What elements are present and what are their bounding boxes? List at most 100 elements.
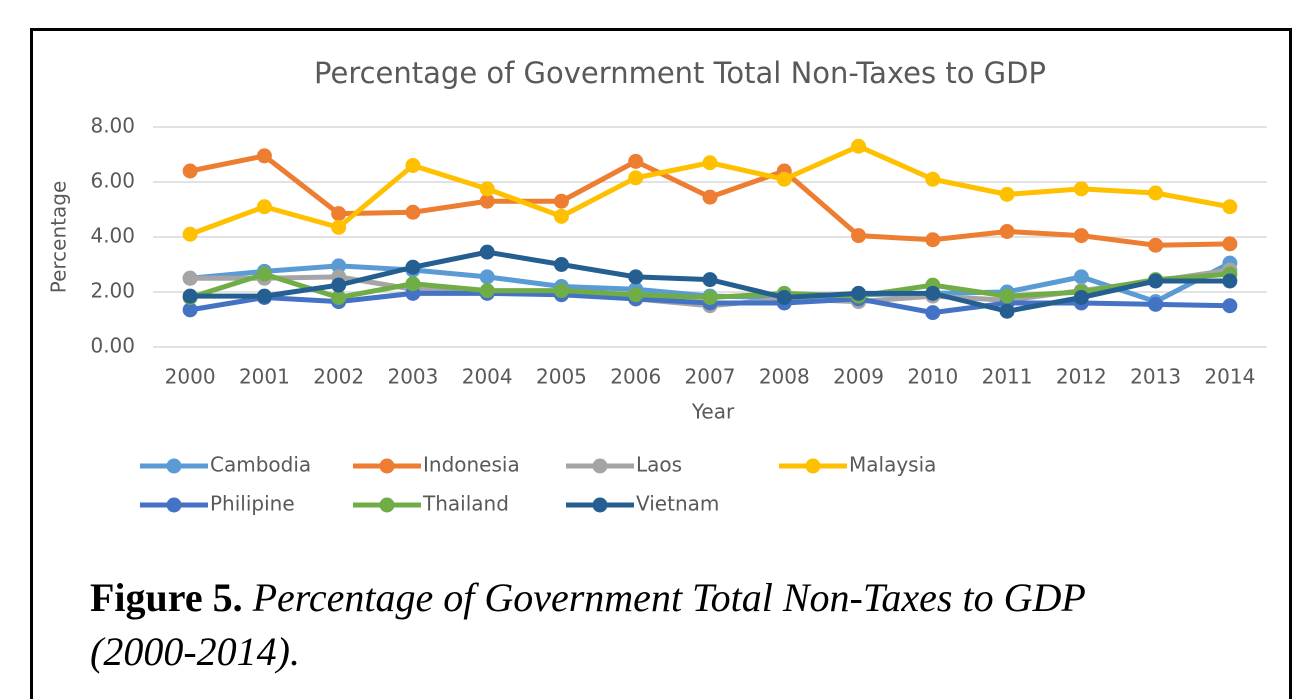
caption: Figure 5. Percentage of Government Total… [90,574,1086,621]
point [182,226,198,242]
point [1073,228,1089,244]
point [331,277,347,293]
legend-label: Laos [636,453,682,477]
legend-label: Indonesia [423,453,520,477]
legend-label: Vietnam [636,492,719,516]
point [1148,296,1164,312]
point [851,228,867,244]
figure-frame [30,28,1292,699]
point [999,224,1015,239]
x-axis-label: Year [691,400,735,424]
x-tick-label: 2009 [833,365,884,389]
x-tick-label: 2001 [239,365,290,389]
point [331,219,347,235]
y-tick-label: 0.00 [90,334,135,358]
point [628,269,644,285]
x-tick-label: 2002 [313,365,364,389]
y-axis-label: Percentage [47,181,71,294]
caption-text: Percentage of Government Total Non-Taxes… [252,575,1086,620]
point [702,272,718,288]
y-tick-label: 8.00 [90,114,135,138]
point [702,155,718,171]
legend-label: Malaysia [849,453,936,477]
caption-line: (2000-2014). [90,628,300,675]
chart: Percentage of Government Total Non-Taxes… [47,56,1267,516]
point [1073,269,1089,285]
point [1222,298,1238,314]
point [1222,236,1238,252]
point [776,290,792,305]
point [776,171,792,187]
point [628,287,644,303]
point [182,302,198,318]
point [479,244,495,260]
legend-marker [592,458,608,474]
point [182,270,198,286]
point [479,269,495,285]
point [331,290,347,305]
point [553,193,569,209]
x-tick-label: 2010 [907,365,958,389]
point [405,204,421,220]
legend-label: Cambodia [210,453,311,477]
point [256,266,272,282]
point [999,186,1015,202]
point [628,170,644,186]
point [182,288,198,304]
point [1073,181,1089,197]
x-tick-label: 2008 [759,365,810,389]
y-tick-label: 2.00 [90,279,135,303]
point [702,290,718,305]
legend-label: Philipine [210,492,295,516]
point [1222,199,1238,215]
x-tick-label: 2006 [610,365,661,389]
x-tick-label: 2003 [387,365,438,389]
point [479,193,495,209]
legend-marker [805,458,821,474]
point [925,305,941,321]
y-tick-label: 4.00 [90,224,135,248]
legend-marker [592,497,608,513]
point [256,288,272,304]
point [999,303,1015,319]
point [628,153,644,169]
point [331,206,347,222]
caption-text: (2000-2014). [90,629,300,674]
point [925,171,941,187]
x-tick-label: 2011 [982,365,1033,389]
point [999,288,1015,304]
point [851,138,867,154]
point [925,285,941,301]
point [553,257,569,272]
legend-label: Thailand [422,492,509,516]
x-tick-label: 2014 [1204,365,1255,389]
legend-marker [379,458,395,474]
caption-label: Figure 5. [90,575,243,620]
x-tick-label: 2000 [165,365,216,389]
point [479,283,495,299]
point [479,181,495,197]
point [1148,185,1164,201]
point [553,208,569,224]
point [1148,273,1164,289]
y-tick-label: 6.00 [90,169,135,193]
x-tick-label: 2012 [1056,365,1107,389]
point [182,163,198,179]
legend-marker [166,497,182,513]
x-tick-label: 2005 [536,365,587,389]
point [553,283,569,299]
point [405,276,421,292]
point [1073,290,1089,305]
point [851,285,867,301]
x-tick-label: 2004 [462,365,513,389]
point [256,199,272,215]
point [405,259,421,275]
point [331,258,347,274]
point [256,148,272,164]
point [1148,237,1164,253]
point [925,232,941,248]
point [1222,273,1238,289]
legend-marker [166,458,182,474]
point [405,158,421,173]
